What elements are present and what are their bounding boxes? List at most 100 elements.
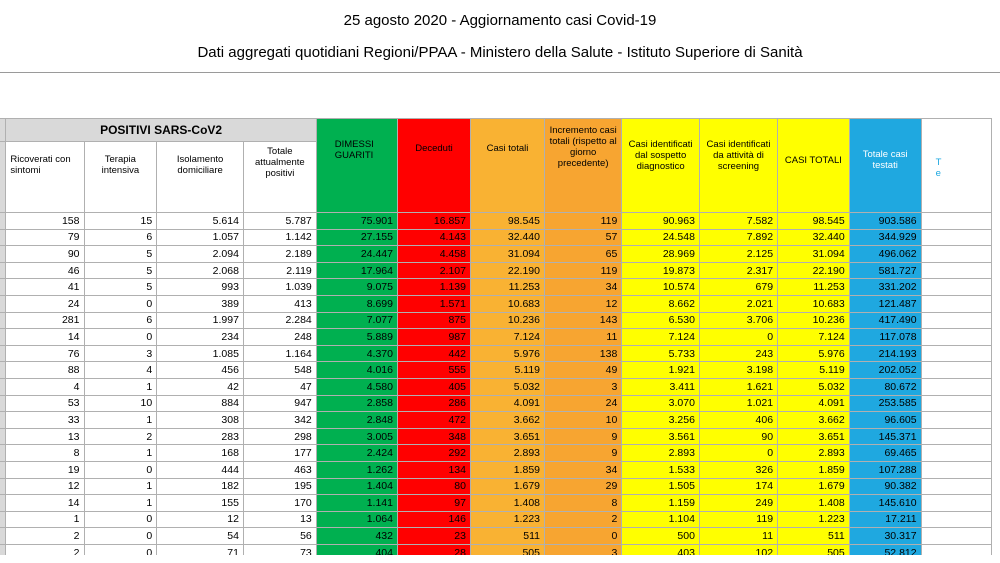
table-cell: 331.202 <box>848 278 922 296</box>
table-cell: 15 <box>83 212 158 230</box>
table-cell: 555 <box>396 361 471 379</box>
table-cell: 903.586 <box>848 212 922 230</box>
table-cell: 472 <box>396 411 471 429</box>
table-cell: 88 <box>5 361 85 379</box>
header-isolamento-label: Isolamento domiciliare <box>176 154 224 176</box>
table-row: 88 4 456 548 4.016 555 5.119 49 1.921 3.198 5.119 2… <box>0 361 993 379</box>
table-row: 158 15 5.614 5.787 75.901 16.857 98.545 119 90.9… <box>0 212 993 230</box>
header-dimessi-guariti: DIMESSI GUARITI <box>315 118 398 213</box>
table-cell: 7.124 <box>469 328 546 346</box>
table-cell: 145.371 <box>848 427 922 446</box>
table-cell: 143 <box>543 311 623 330</box>
table-cell: 6.530 <box>621 311 700 330</box>
table-cell: 34 <box>543 460 623 479</box>
table-cell: 47 <box>242 377 317 396</box>
table-cell: 119 <box>698 510 779 529</box>
table-cell: 69.465 <box>848 444 922 462</box>
table-cell: 987 <box>396 328 471 346</box>
table-cell: 0 <box>83 294 158 313</box>
table-cell: 3.651 <box>777 427 850 446</box>
table-cell: 4.143 <box>396 228 471 247</box>
table-row: 14 0 234 248 5.889 987 7.124 11 7.124 0 7.124 117.0… <box>0 328 993 346</box>
table-cell: 202.052 <box>848 361 922 379</box>
cut-off-cell <box>920 460 993 479</box>
table-cell: 24.447 <box>315 245 398 263</box>
table-cell: 158 <box>5 212 85 230</box>
table-cell: 1.057 <box>156 228 244 247</box>
table-cell: 3.005 <box>315 427 398 446</box>
header-deceduti-label: Deceduti <box>415 143 453 154</box>
table-cell: 505 <box>469 543 546 555</box>
table-cell: 2 <box>5 527 85 545</box>
table-cell: 177 <box>242 444 317 462</box>
table-cell: 326 <box>698 460 779 479</box>
header-isolamento: Isolamento domiciliare <box>156 141 244 213</box>
table-cell: 41 <box>5 278 85 296</box>
table-cell: 404 <box>315 543 398 555</box>
table-cell: 10 <box>543 411 623 429</box>
table-cell: 5.976 <box>469 344 546 363</box>
table-row: 46 5 2.068 2.119 17.964 2.107 22.190 119 19.873 2… <box>0 261 993 280</box>
table-cell: 1 <box>83 377 158 396</box>
table-cell: 679 <box>698 278 779 296</box>
table-cell: 286 <box>396 394 471 413</box>
table-cell: 10 <box>83 394 158 413</box>
table-cell: 117.078 <box>848 328 922 346</box>
table-cell: 5.119 <box>777 361 850 379</box>
table-cell: 19 <box>5 460 85 479</box>
table-cell: 73 <box>242 543 317 555</box>
table-row: 90 5 2.094 2.189 24.447 4.458 31.094 65 28.969 2.… <box>0 245 993 263</box>
table-cell: 1.142 <box>242 228 317 247</box>
cut-off-cell <box>920 411 993 429</box>
table-cell: 17.211 <box>848 510 922 529</box>
table-cell: 76 <box>5 344 85 363</box>
table-cell: 2.893 <box>469 444 546 462</box>
table-cell: 2.125 <box>698 245 779 263</box>
table-cell: 24.548 <box>621 228 700 247</box>
table-cell: 19.873 <box>621 261 700 280</box>
table-cell: 5.889 <box>315 328 398 346</box>
table-cell: 505 <box>777 543 850 555</box>
table-cell: 90.382 <box>848 477 922 496</box>
table-cell: 3.198 <box>698 361 779 379</box>
table-cell: 2.107 <box>396 261 471 280</box>
table-cell: 413 <box>242 294 317 313</box>
table-cell: 65 <box>543 245 623 263</box>
table-cell: 406 <box>698 411 779 429</box>
table-cell: 496.062 <box>848 245 922 263</box>
table-cell: 98.545 <box>777 212 850 230</box>
table-cell: 10.683 <box>777 294 850 313</box>
table-cell: 97 <box>396 494 471 512</box>
table-cell: 1.621 <box>698 377 779 396</box>
table-cell: 119 <box>543 261 623 280</box>
table-cell: 24 <box>5 294 85 313</box>
table-row: 1 0 12 13 1.064 146 1.223 2 1.104 119 1.223 17.211 <box>0 510 993 529</box>
table-cell: 1.679 <box>469 477 546 496</box>
table-cell: 248 <box>242 328 317 346</box>
cut-off-cell <box>920 294 993 313</box>
table-cell: 33 <box>5 411 85 429</box>
table-cell: 13 <box>5 427 85 446</box>
table-cell: 342 <box>242 411 317 429</box>
table-cell: 432 <box>315 527 398 545</box>
cut-off-cell <box>920 510 993 529</box>
header-sospetto-diagnostico-label: Casi identificati dal sospetto diagnosti… <box>628 139 693 172</box>
table-cell: 1.505 <box>621 477 700 496</box>
table-cell: 1.164 <box>242 344 317 363</box>
table-cell: 5 <box>83 245 158 263</box>
table-cell: 7.124 <box>777 328 850 346</box>
header-totale-positivi-label: Totale attualmente positivi <box>255 146 305 179</box>
table-cell: 3.651 <box>469 427 546 446</box>
table-cell: 12 <box>5 477 85 496</box>
table-cell: 389 <box>156 294 244 313</box>
covid-table: POSITIVI SARS-CoV2 DIMESSI GUARITI Deced… <box>0 118 993 555</box>
table-cell: 14 <box>5 494 85 512</box>
table-cell: 4.091 <box>777 394 850 413</box>
table-cell: 5.614 <box>156 212 244 230</box>
table-cell: 581.727 <box>848 261 922 280</box>
table-cell: 98.545 <box>469 212 546 230</box>
table-cell: 1.223 <box>469 510 546 529</box>
cut-off-cell <box>920 527 993 545</box>
table-cell: 146 <box>396 510 471 529</box>
table-cell: 1.921 <box>621 361 700 379</box>
